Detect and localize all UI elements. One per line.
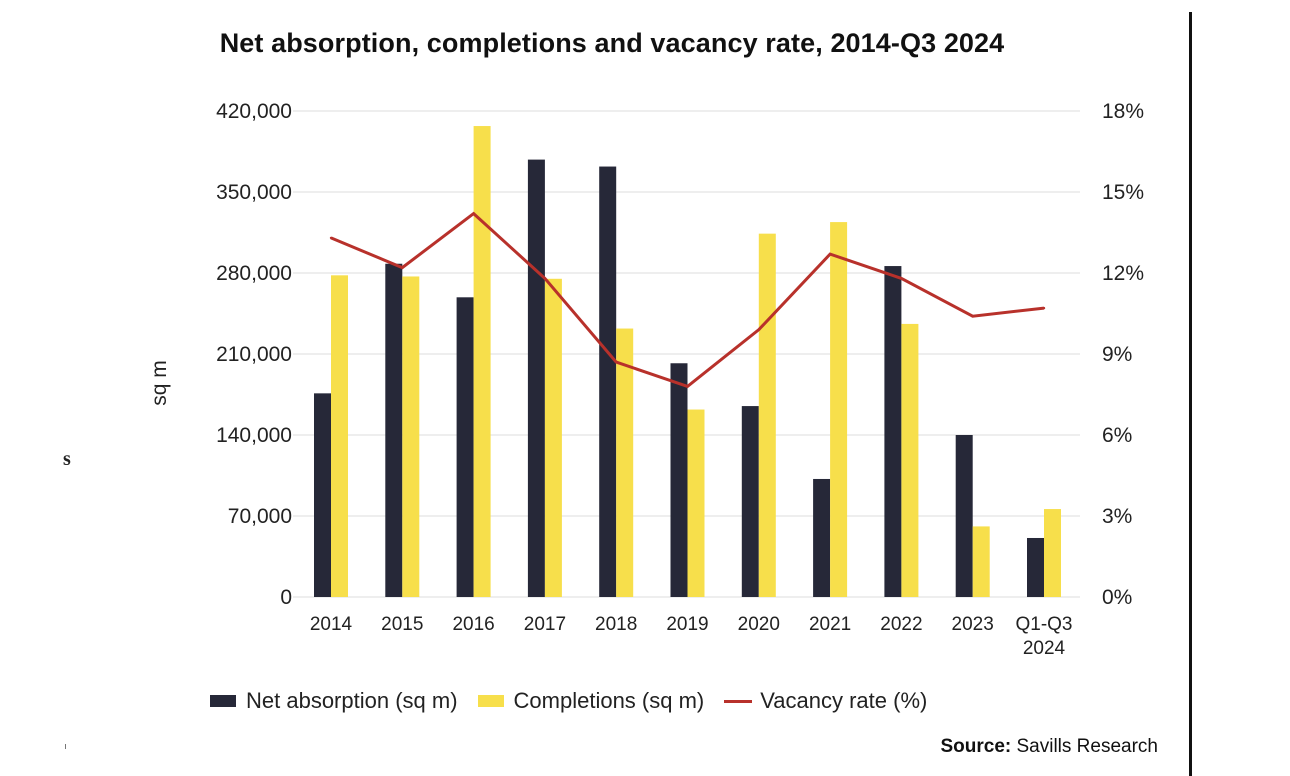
bar-completions xyxy=(331,275,348,597)
bar-completions xyxy=(1044,509,1061,597)
bar-net-absorption xyxy=(599,166,617,598)
y2-tick-label: 3% xyxy=(1102,505,1132,528)
bar-net-absorption xyxy=(314,393,331,597)
bar-completions xyxy=(901,323,919,597)
y2-tick-label: 9% xyxy=(1102,343,1132,366)
y-tick-label: 210,000 xyxy=(216,343,292,366)
x-tick-label: 2023 xyxy=(952,614,994,635)
y2-tick-label: 12% xyxy=(1102,262,1144,285)
x-tick-label: 2019 xyxy=(666,614,708,635)
vertical-divider xyxy=(1189,12,1192,776)
legend-swatch-vacancy xyxy=(724,699,753,703)
bar-completions xyxy=(830,222,848,598)
bar-net-absorption xyxy=(1027,537,1044,597)
bar-completions xyxy=(972,526,990,597)
stray-mark xyxy=(65,744,66,749)
x-tick-label: 2024 xyxy=(1023,638,1066,659)
y-axis-label: sq m xyxy=(148,360,171,406)
legend-item-net-absorption: Net absorption (sq m) xyxy=(210,688,458,714)
legend-item-completions: Completions (sq m) xyxy=(477,688,705,714)
vacancy-rate-point xyxy=(543,277,547,280)
bar-completions xyxy=(616,328,634,597)
y-axis-right: 0% 3% 6% 9% 12% 15% 18% xyxy=(1102,100,1144,609)
vacancy-rate-point xyxy=(900,277,903,280)
vacancy-rate-point xyxy=(686,385,689,388)
bar-net-absorption xyxy=(670,363,688,597)
source-label: Source: xyxy=(940,736,1012,757)
bar-net-absorption xyxy=(884,266,902,597)
bar-net-absorption xyxy=(385,263,403,597)
x-tick-label: 2016 xyxy=(452,614,494,635)
y-tick-label: 350,000 xyxy=(216,181,292,204)
x-tick-label: 2021 xyxy=(809,614,851,635)
legend-swatch-net-absorption xyxy=(210,695,236,707)
legend: Net absorption (sq m) Completions (sq m)… xyxy=(210,688,947,714)
bar-completions xyxy=(758,233,776,597)
chart-title: Net absorption, completions and vacancy … xyxy=(219,28,1005,58)
bar-completions xyxy=(544,278,562,597)
legend-label-completions: Completions (sq m) xyxy=(513,688,705,713)
y-tick-label: 70,000 xyxy=(228,505,292,528)
x-tick-label: 2020 xyxy=(738,614,780,635)
y2-tick-label: 18% xyxy=(1102,100,1144,123)
x-tick-label: 2022 xyxy=(880,614,922,635)
y-tick-label: 0 xyxy=(280,586,292,609)
source-text: Savills Research xyxy=(1016,736,1159,757)
bar-completions xyxy=(402,276,420,597)
vacancy-rate-point xyxy=(615,360,618,364)
y-tick-label: 140,000 xyxy=(216,424,292,447)
y-tick-label: 280,000 xyxy=(216,262,292,285)
source-note: Source: Savills Research xyxy=(940,736,1158,758)
vacancy-rate-point xyxy=(757,328,760,331)
vacancy-rate-point xyxy=(401,266,404,269)
vacancy-rate-point xyxy=(828,252,832,256)
bar-net-absorption xyxy=(741,406,759,597)
bars xyxy=(314,126,1061,598)
y-axis-left: 0 70,000 140,000 210,000 280,000 350,000 420,0… xyxy=(216,100,292,609)
y2-tick-label: 0% xyxy=(1102,586,1132,609)
vacancy-rate-point xyxy=(971,315,974,318)
x-tick-label: Q1-Q3 xyxy=(1015,614,1072,635)
x-tick-label: 2015 xyxy=(381,614,423,635)
bar-completions xyxy=(473,126,491,598)
vacancy-rate-point xyxy=(472,212,475,215)
x-tick-label: 2018 xyxy=(595,614,637,635)
vacancy-rate-point xyxy=(329,236,333,240)
bar-completions xyxy=(687,409,705,597)
y2-tick-label: 6% xyxy=(1102,424,1132,447)
stray-text-fragment: s xyxy=(63,448,71,470)
y2-tick-label: 15% xyxy=(1102,181,1144,204)
x-tick-label: 2014 xyxy=(310,614,353,635)
legend-swatch-completions xyxy=(477,695,504,707)
vacancy-rate-point xyxy=(1042,306,1046,310)
bar-net-absorption xyxy=(813,478,831,597)
legend-label-vacancy: Vacancy rate (%) xyxy=(760,688,928,713)
bar-net-absorption xyxy=(527,159,545,597)
x-axis: 2014 2015 2016 2017 2018 2019 2020 2021 2022 2023… xyxy=(310,614,1073,659)
legend-item-vacancy: Vacancy rate (%) xyxy=(724,688,927,714)
bar-net-absorption xyxy=(456,297,474,597)
vacancy-rate-line xyxy=(330,211,1045,389)
vacancy-line-layer xyxy=(329,211,1046,389)
x-tick-label: 2017 xyxy=(524,614,566,635)
bar-net-absorption xyxy=(955,435,973,597)
y-tick-label: 420,000 xyxy=(216,100,292,123)
legend-label-net-absorption: Net absorption (sq m) xyxy=(246,688,458,713)
